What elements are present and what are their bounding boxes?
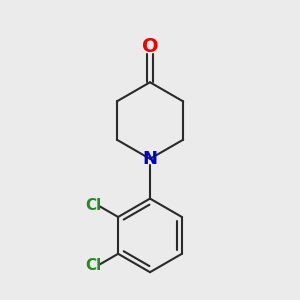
Text: N: N xyxy=(142,150,158,168)
Text: Cl: Cl xyxy=(85,258,101,273)
Text: Cl: Cl xyxy=(85,198,101,213)
Text: O: O xyxy=(142,37,158,56)
